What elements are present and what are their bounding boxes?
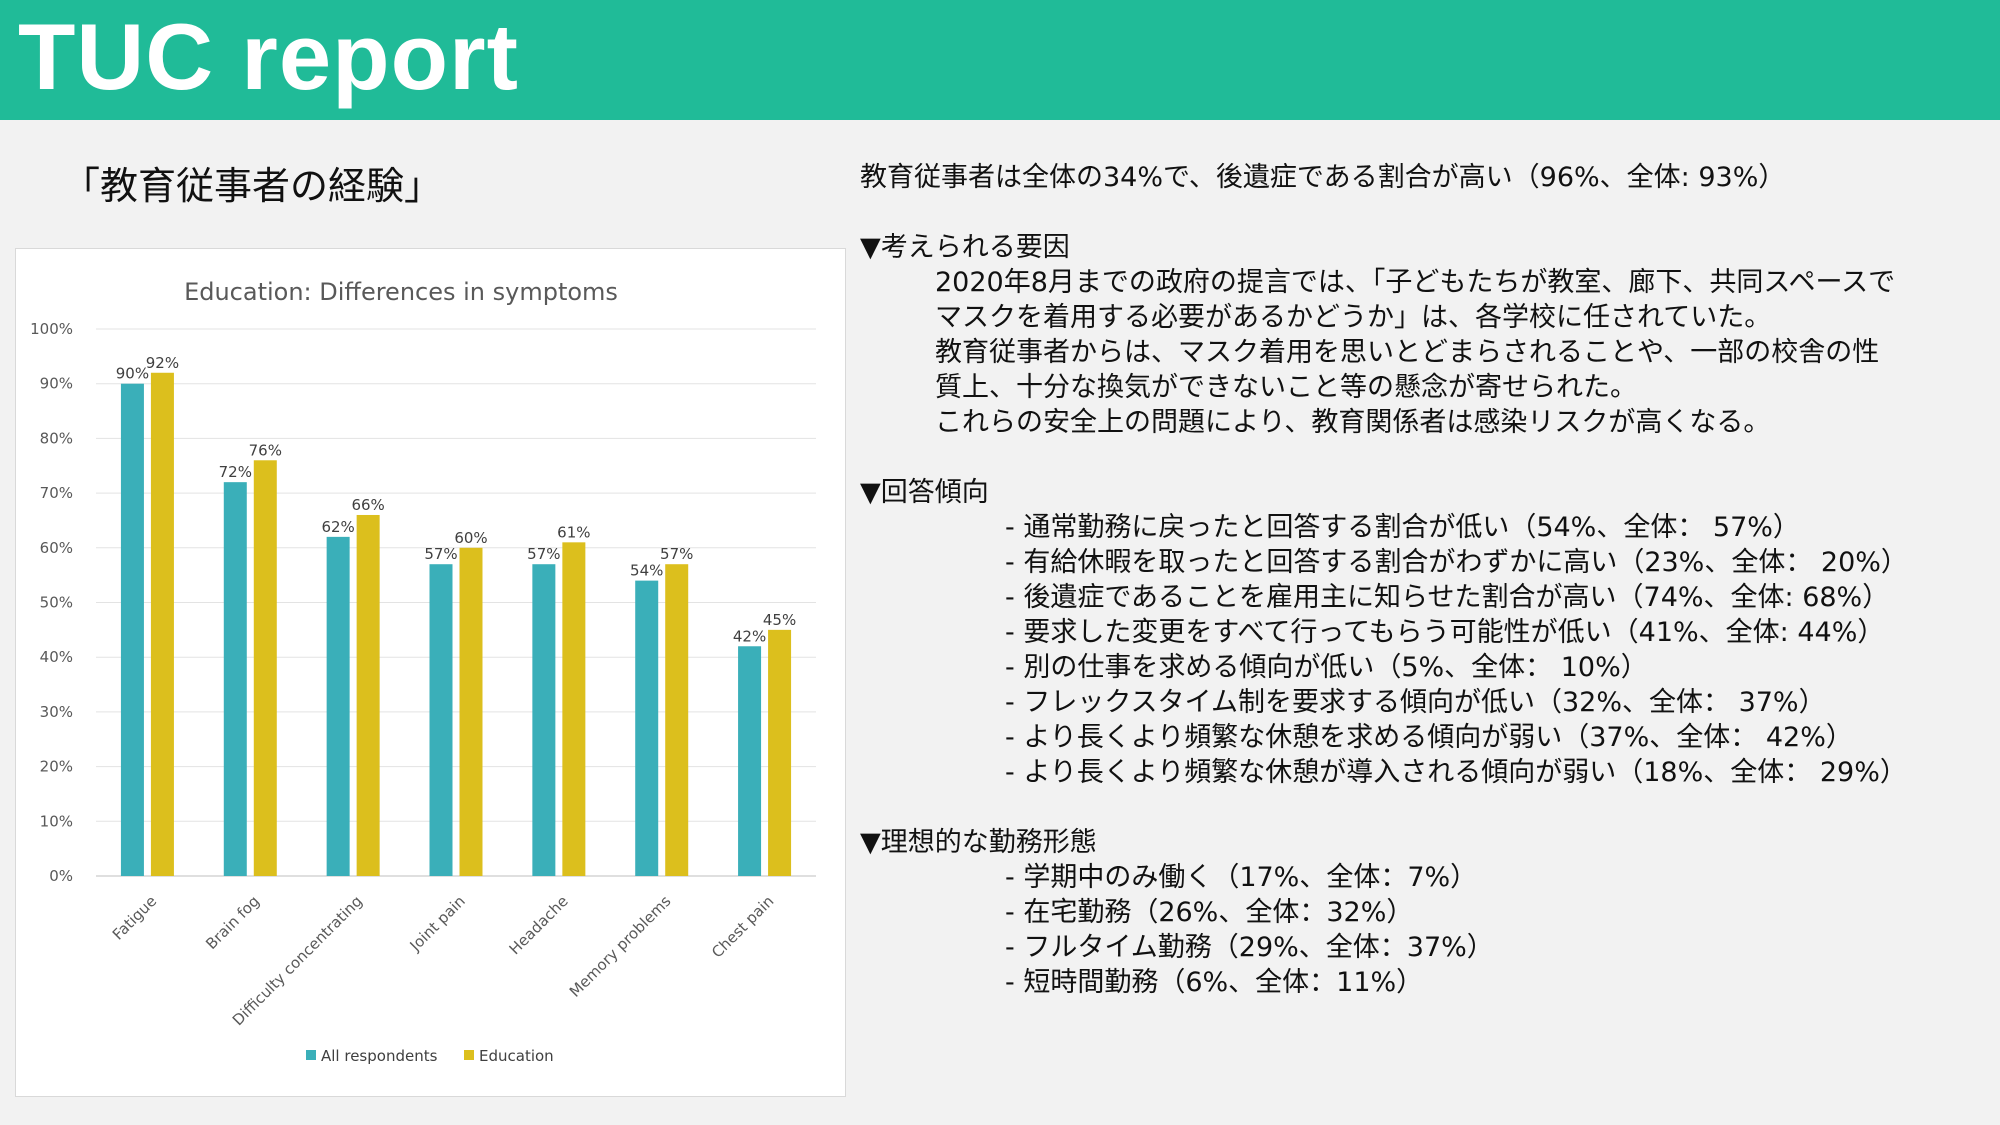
- bar-all-respondents: [223, 482, 247, 876]
- bar-value-label: 62%: [321, 518, 354, 536]
- chart-gridlines: [96, 328, 816, 877]
- x-tick-label: Joint pain: [406, 892, 469, 955]
- factor-line: 教育従事者からは、マスク着用を思いとどまらされることや、一部の校舎の性: [935, 337, 1880, 368]
- bar-value-label: 90%: [116, 365, 149, 383]
- bar-education: [356, 514, 380, 876]
- bar-value-label: 54%: [630, 562, 663, 580]
- y-tick-label: 0%: [49, 867, 73, 885]
- x-tick-label: Fatigue: [109, 892, 160, 943]
- trend-item: - 後遺症であることを雇用主に知らせた割合が高い（74%、全体: 68%）: [1005, 582, 1890, 613]
- bar-value-label: 57%: [527, 545, 560, 563]
- bar-chart: Education: Differences in symptoms 0% 10%…: [30, 278, 816, 1065]
- section-ideal-work: ▼理想的な勤務形態 - 学期中のみ働く（17%、全体：7%） - 在宅勤務（26…: [860, 825, 1990, 1000]
- report-title: TUC report: [18, 4, 519, 109]
- legend-swatch: [306, 1050, 316, 1060]
- y-tick-label: 20%: [40, 758, 73, 776]
- y-axis-ticks: 0% 10% 20% 30% 40% 50% 60% 70% 80% 90% 100%: [30, 320, 73, 885]
- work-style-item: - フルタイム勤務（29%、全体：37%）: [1005, 932, 1494, 963]
- y-tick-label: 30%: [40, 703, 73, 721]
- bar-all-respondents: [429, 564, 453, 876]
- chart-title: Education: Differences in symptoms: [184, 278, 618, 306]
- trend-item: - 有給休暇を取ったと回答する割合がわずかに高い（23%、全体： 20%）: [1005, 547, 1908, 578]
- chart-bars: [120, 372, 792, 876]
- y-tick-label: 70%: [40, 484, 73, 502]
- factor-line: これらの安全上の問題により、教育関係者は感染リスクが高くなる。: [935, 407, 1771, 438]
- bar-value-label: 60%: [454, 529, 487, 547]
- bar-value-label: 61%: [557, 523, 590, 541]
- bar-all-respondents: [326, 536, 350, 876]
- bar-education: [562, 542, 586, 876]
- bar-all-respondents: [635, 580, 659, 876]
- bar-value-label: 42%: [733, 627, 766, 645]
- work-style-item: - 在宅勤務（26%、全体：32%）: [1005, 897, 1414, 928]
- header-bar: TUC report: [0, 0, 2000, 120]
- bar-all-respondents: [532, 564, 556, 876]
- section-title: ▼理想的な勤務形態: [860, 827, 1097, 858]
- bar-data-labels: 90%92%72%76%62%66%57%60%57%61%54%57%42%4…: [116, 354, 796, 646]
- slide-subtitle: 「教育従事者の経験」: [62, 164, 443, 208]
- trend-item: - フレックスタイム制を要求する傾向が低い（32%、全体： 37%）: [1005, 687, 1826, 718]
- y-tick-label: 50%: [40, 594, 73, 612]
- y-tick-label: 100%: [30, 320, 73, 338]
- factor-line: 質上、十分な換気ができないこと等の懸念が寄せられた。: [935, 372, 1637, 403]
- bar-value-label: 45%: [763, 611, 796, 629]
- bar-value-label: 72%: [219, 463, 252, 481]
- chart-legend: All respondents Education: [306, 1047, 554, 1065]
- x-tick-label: Headache: [506, 892, 572, 958]
- section-title: ▼考えられる要因: [860, 232, 1070, 263]
- bar-education: [665, 564, 689, 876]
- section-title: ▼回答傾向: [860, 477, 989, 508]
- y-tick-label: 80%: [40, 429, 73, 447]
- section-factors: ▼考えられる要因 2020年8月までの政府の提言では、「子どもたちが教室、廊下、…: [860, 230, 1990, 440]
- factor-line: マスクを着用する必要があるかどうか」は、各学校に任されていた。: [935, 302, 1772, 333]
- summary-text: 教育従事者は全体の34%で、後遺症である割合が高い（96%、全体: 93%）: [860, 162, 1786, 193]
- bar-education: [253, 460, 277, 876]
- legend-label: Education: [479, 1047, 554, 1065]
- bar-value-label: 92%: [146, 354, 179, 372]
- bar-education: [459, 547, 483, 876]
- chart-panel: Education: Differences in symptoms 0% 10%…: [15, 248, 846, 1097]
- text-column: 教育従事者は全体の34%で、後遺症である割合が高い（96%、全体: 93%） ▼…: [860, 160, 1990, 1035]
- trend-item: - より長くより頻繁な休憩が導入される傾向が弱い（18%、全体： 29%）: [1005, 757, 1907, 788]
- bar-value-label: 76%: [249, 441, 282, 459]
- bar-all-respondents: [738, 646, 762, 876]
- bar-education: [768, 629, 792, 876]
- bar-value-label: 66%: [351, 496, 384, 514]
- y-tick-label: 40%: [40, 648, 73, 666]
- work-style-item: - 学期中のみ働く（17%、全体：7%）: [1005, 862, 1478, 893]
- legend-swatch: [464, 1050, 474, 1060]
- x-tick-label: Memory problems: [566, 892, 675, 1001]
- y-tick-label: 60%: [40, 539, 73, 557]
- factor-line: 2020年8月までの政府の提言では、「子どもたちが教室、廊下、共同スペースで: [935, 267, 1896, 298]
- section-response-trends: ▼回答傾向 - 通常勤務に戻ったと回答する割合が低い（54%、全体： 57%） …: [860, 475, 1990, 790]
- y-tick-label: 90%: [40, 375, 73, 393]
- x-tick-label: Brain fog: [202, 892, 263, 953]
- trend-item: - 通常勤務に戻ったと回答する割合が低い（54%、全体： 57%）: [1005, 512, 1800, 543]
- trend-item: - より長くより頻繁な休憩を求める傾向が弱い（37%、全体： 42%）: [1005, 722, 1853, 753]
- y-tick-label: 10%: [40, 812, 73, 830]
- trend-item: - 要求した変更をすべて行ってもらう可能性が低い（41%、全体: 44%）: [1005, 617, 1885, 648]
- trend-item: - 別の仕事を求める傾向が低い（5%、全体： 10%）: [1005, 652, 1648, 683]
- bar-value-label: 57%: [660, 545, 693, 563]
- bar-value-label: 57%: [424, 545, 457, 563]
- bar-all-respondents: [120, 383, 144, 876]
- work-style-item: - 短時間勤務（6%、全体：11%）: [1005, 967, 1424, 998]
- legend-label: All respondents: [321, 1047, 438, 1065]
- bar-education: [150, 372, 174, 876]
- x-tick-label: Chest pain: [708, 892, 777, 961]
